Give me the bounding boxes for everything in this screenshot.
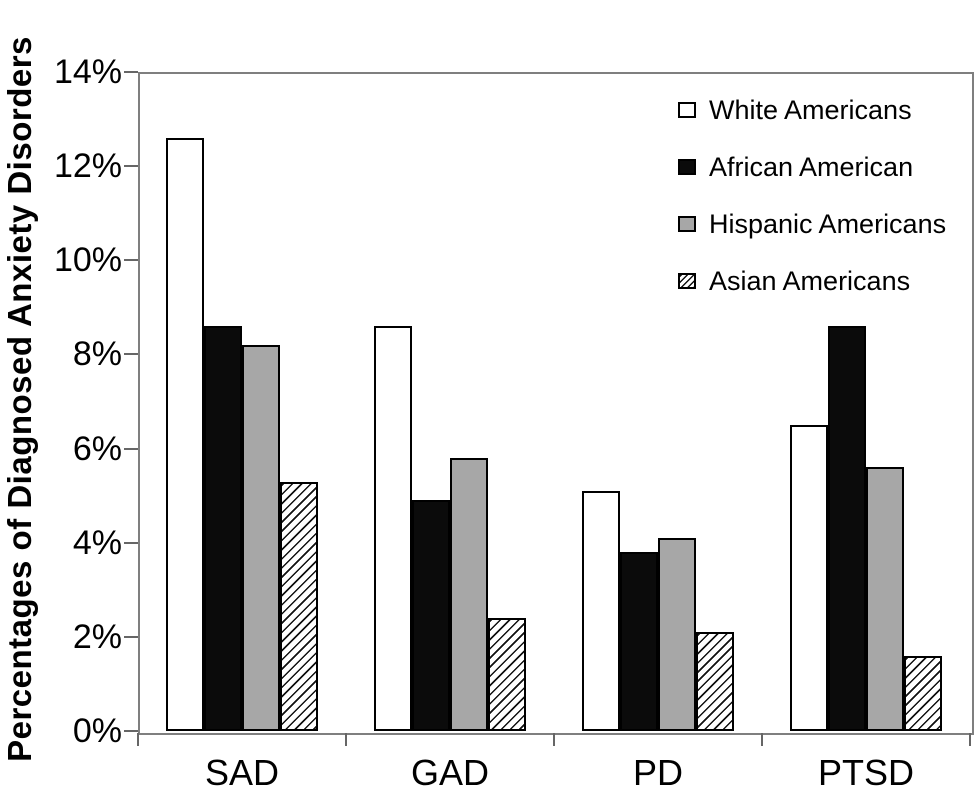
y-tick-mark (124, 447, 138, 450)
legend-item-white-americans: White Americans (678, 95, 946, 125)
y-tick-label: 4% (72, 523, 122, 562)
legend-label: White Americans (709, 94, 912, 125)
bar-white-americans-gad (374, 326, 412, 731)
x-tick-mark (553, 733, 555, 746)
y-tick-label: 10% (53, 241, 122, 280)
legend-item-asian-americans: Asian Americans (678, 266, 946, 296)
legend: White Americans African American Hispanic … (678, 95, 946, 323)
legend-label: Asian Americans (709, 265, 911, 296)
y-tick-label: 2% (72, 617, 122, 656)
y-tick-mark (124, 541, 138, 544)
y-tick-mark (124, 730, 138, 732)
y-tick-mark (124, 71, 138, 73)
x-tick-mark (345, 733, 347, 746)
legend-item-hispanic-americans: Hispanic Americans (678, 209, 946, 239)
bar-african-american-ptsd (828, 326, 866, 731)
y-tick-mark (124, 635, 138, 638)
bar-african-american-gad (412, 500, 450, 731)
x-category-label-gad: GAD (410, 752, 489, 793)
bar-asian-americans-ptsd (904, 655, 942, 731)
y-tick-mark (124, 353, 138, 356)
legend-swatch-white-icon (678, 102, 696, 118)
bar-african-american-sad (204, 326, 242, 731)
bar-hispanic-americans-ptsd (866, 467, 904, 731)
bar-african-american-pd (620, 552, 658, 731)
legend-item-african-american: African American (678, 152, 946, 182)
bar-asian-americans-pd (696, 632, 734, 731)
y-tick-label: 12% (53, 147, 122, 186)
legend-swatch-hatch-icon (678, 273, 696, 289)
legend-label: Hispanic Americans (709, 208, 947, 239)
legend-label: African American (709, 151, 914, 182)
bar-white-americans-ptsd (790, 425, 828, 731)
y-tick-mark (124, 165, 138, 168)
x-tick-mark (761, 733, 763, 746)
legend-swatch-black-icon (678, 159, 696, 175)
x-category-label-sad: SAD (204, 752, 280, 793)
x-category-label-ptsd: PTSD (817, 752, 914, 793)
bar-hispanic-americans-sad (242, 345, 280, 731)
y-tick-label: 6% (72, 429, 122, 468)
y-tick-label: 14% (53, 53, 122, 91)
bar-asian-americans-sad (280, 481, 318, 731)
bar-hispanic-americans-pd (658, 538, 696, 731)
x-category-label-pd: PD (632, 752, 683, 793)
bar-hispanic-americans-gad (450, 457, 488, 731)
bar-white-americans-sad (166, 137, 204, 731)
y-tick-label: 0% (72, 712, 122, 750)
bar-asian-americans-gad (488, 618, 526, 731)
y-tick-mark (124, 259, 138, 262)
y-tick-label: 8% (72, 335, 122, 374)
x-tick-mark (969, 733, 971, 746)
bar-white-americans-pd (582, 490, 620, 731)
legend-swatch-gray-icon (678, 216, 696, 232)
x-tick-mark (137, 733, 139, 746)
